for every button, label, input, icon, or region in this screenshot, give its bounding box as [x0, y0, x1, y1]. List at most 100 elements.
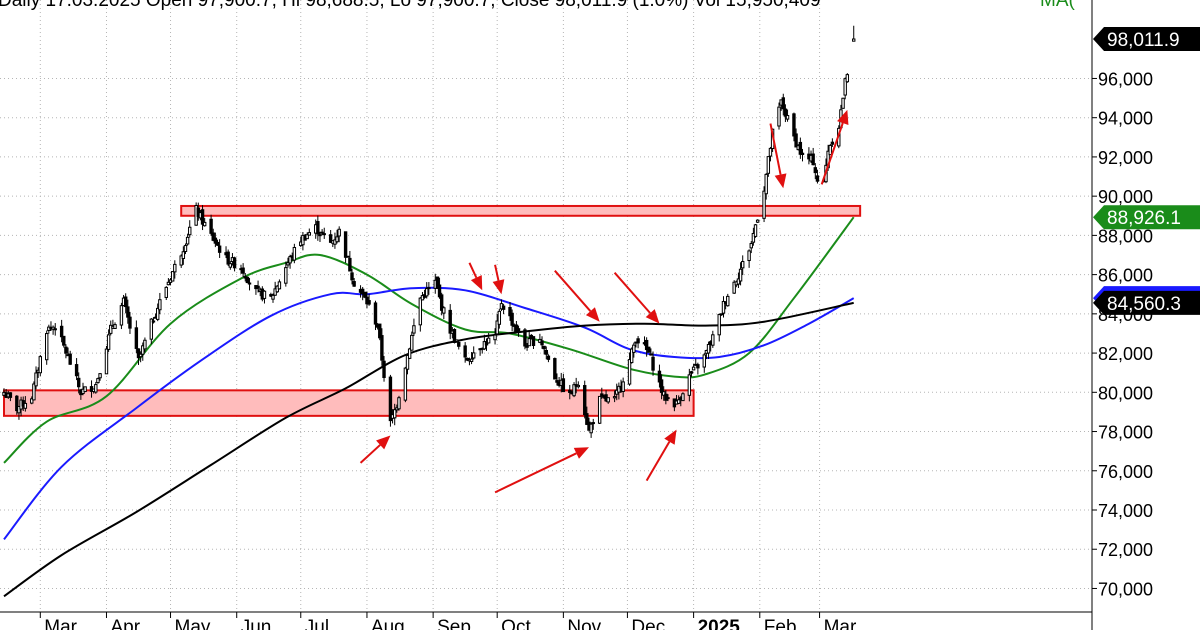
candle-body	[542, 345, 546, 350]
candle-body	[119, 305, 124, 326]
candle-body	[425, 288, 429, 297]
candle-body	[576, 384, 581, 388]
candle-body	[442, 307, 446, 314]
y-tick-label: 82,000	[1098, 344, 1153, 364]
candle-body	[64, 346, 68, 354]
candle-body	[717, 314, 721, 336]
candle-body	[412, 325, 416, 334]
candle-body	[373, 302, 378, 325]
candle-body	[523, 329, 527, 347]
y-tick-label: 80,000	[1098, 383, 1153, 403]
candle-body	[15, 395, 19, 412]
candle-body	[363, 291, 367, 298]
candle-body	[96, 378, 100, 384]
candle-body	[74, 364, 79, 377]
annotation-arrow	[554, 270, 600, 322]
arrow-shaft	[359, 444, 381, 464]
x-tick-label: Oct	[501, 617, 531, 630]
annotation-arrow	[613, 271, 660, 324]
candle-body	[755, 219, 760, 223]
x-tick-label: Mar	[44, 617, 77, 630]
candle-body	[32, 383, 36, 401]
candle-body	[143, 339, 147, 350]
candle-body	[617, 385, 621, 393]
candle-body	[226, 251, 230, 265]
candle-body	[572, 384, 576, 397]
candle-body	[407, 348, 412, 359]
candle-body	[794, 133, 798, 148]
candle-body	[600, 393, 604, 397]
candle-body	[173, 263, 177, 273]
candle-body	[45, 333, 49, 361]
arrow-shaft	[645, 441, 671, 482]
arrow-head	[837, 109, 849, 126]
moving-average-line	[3, 286, 855, 541]
y-tick-label: 76,000	[1098, 462, 1153, 482]
candle-body	[30, 398, 34, 404]
candle-body	[241, 267, 245, 274]
candle-body	[546, 355, 551, 360]
candle-body	[305, 234, 309, 240]
candle-body	[170, 271, 175, 282]
candle-body	[696, 364, 700, 369]
candle-body	[597, 395, 602, 424]
candle-body	[8, 392, 13, 398]
candle-body	[762, 190, 766, 219]
candle-body	[448, 309, 452, 334]
candle-body	[367, 300, 371, 305]
candle-body	[405, 354, 410, 370]
value-label-box	[1093, 290, 1200, 315]
price-zone	[180, 204, 862, 217]
candle-body	[463, 345, 467, 358]
y-tick-label: 78,000	[1098, 423, 1153, 443]
candle-body	[247, 282, 252, 285]
y-tick-label: 92,000	[1098, 148, 1153, 168]
candle-body	[681, 393, 685, 402]
candle-body	[397, 397, 401, 410]
candle-body	[666, 397, 670, 400]
candle-body	[435, 276, 440, 289]
candle-body	[800, 152, 805, 155]
candle-body	[106, 334, 111, 350]
candle-body	[217, 245, 222, 253]
candle-body	[151, 320, 156, 323]
candle-body	[211, 232, 215, 241]
candle-body	[472, 352, 476, 359]
candle-body	[691, 366, 696, 371]
candle-body	[403, 367, 408, 401]
candle-body	[736, 278, 741, 285]
candle-body	[316, 221, 320, 235]
candle-body	[378, 323, 382, 339]
candle-body	[380, 335, 384, 361]
value-label-text: 84,560.3	[1107, 294, 1181, 315]
candle-body	[687, 374, 692, 396]
price-value-label: 98,011.9	[1093, 26, 1200, 51]
y-tick-label: 70,000	[1098, 579, 1153, 599]
candle-body	[591, 422, 595, 425]
candle-body	[813, 167, 817, 174]
candle-body	[307, 232, 312, 236]
candle-body	[738, 268, 743, 282]
candle-body	[348, 257, 352, 272]
x-tick-label: Nov	[567, 617, 601, 630]
arrow-head	[645, 309, 660, 324]
candle-body	[651, 356, 655, 371]
candle-body	[647, 346, 651, 353]
candle-body	[271, 294, 275, 300]
candle-body	[454, 339, 459, 342]
candle-body	[318, 234, 322, 237]
candle-body	[792, 113, 796, 137]
candle-body	[83, 386, 87, 393]
candle-body	[245, 276, 250, 284]
candle-body	[629, 348, 634, 364]
arrow-shaft	[820, 122, 844, 185]
candle-body	[38, 356, 42, 374]
candle-body	[495, 320, 499, 335]
candle-body	[830, 141, 835, 145]
candle-body	[149, 318, 154, 340]
y-tick-label: 90,000	[1098, 187, 1153, 207]
candle-body	[777, 106, 781, 127]
candle-body	[501, 305, 506, 310]
candle-body	[828, 144, 832, 156]
